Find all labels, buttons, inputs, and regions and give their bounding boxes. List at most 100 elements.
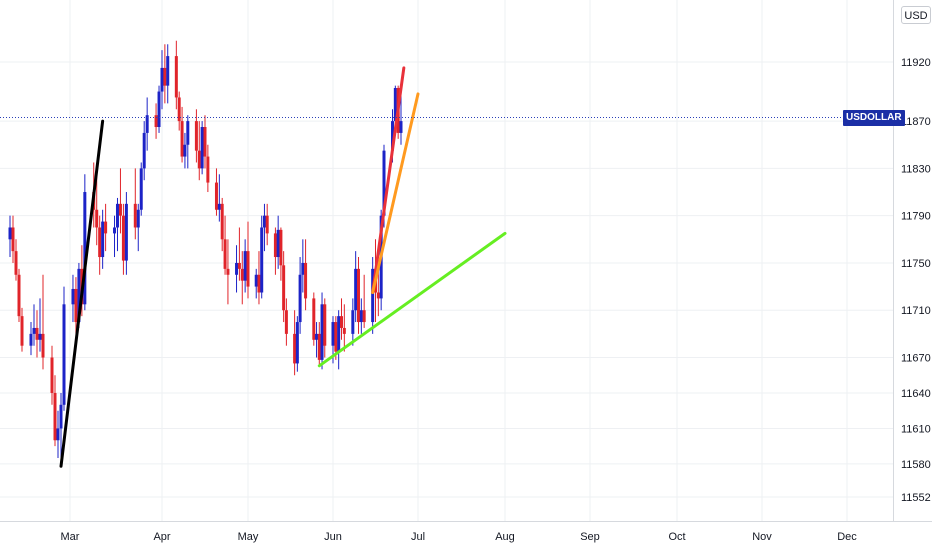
price-axis-label: 11870 [901, 116, 931, 128]
candle [203, 115, 207, 169]
trend-line-black[interactable] [59, 119, 105, 468]
candle [273, 227, 277, 275]
candle [8, 215, 12, 258]
candle-body [312, 298, 316, 340]
candle [240, 251, 244, 305]
candle-body [50, 357, 54, 393]
candle [279, 227, 283, 281]
candle [312, 292, 316, 346]
candle-body [315, 333, 319, 340]
price-axis-label: 11830 [901, 163, 931, 175]
trend-line-green[interactable] [317, 231, 507, 368]
candle [41, 274, 45, 370]
candle [304, 239, 308, 311]
currency-badge[interactable]: USD [901, 6, 931, 24]
candle [186, 115, 190, 169]
candle-body [157, 91, 161, 128]
candle [163, 44, 167, 104]
candle-body [197, 150, 201, 169]
candle [121, 203, 125, 275]
trend-line-orange[interactable] [371, 92, 420, 295]
candle-body [133, 203, 137, 228]
time-axis[interactable]: Mar Apr May Jun Jul Aug Sep Oct Nov Dec [61, 531, 858, 543]
candle-body [240, 268, 244, 281]
candle-body [174, 56, 178, 98]
candle [223, 215, 227, 275]
candle [136, 203, 140, 252]
candle-body [113, 227, 117, 234]
candle-body [180, 121, 184, 157]
candle-body [265, 215, 269, 234]
candle [118, 168, 122, 234]
candle [177, 91, 181, 131]
price-axis[interactable]: 11920 11870 11830 11790 11750 11710 11670 11640… [901, 57, 931, 504]
candle-body [260, 227, 264, 293]
candle [17, 268, 21, 323]
candle [59, 392, 63, 464]
candle-body [246, 251, 250, 287]
candle-body [62, 304, 66, 405]
candle [20, 307, 24, 352]
candle-body [142, 132, 146, 169]
candle [282, 251, 286, 323]
candle [197, 121, 201, 181]
candle [154, 103, 158, 139]
candle [32, 304, 36, 346]
candle-body [160, 67, 164, 92]
price-axis-label: 11710 [901, 305, 931, 317]
candle-body [273, 233, 277, 258]
candle-body [362, 310, 366, 323]
candle [124, 192, 128, 275]
candle [342, 304, 346, 352]
candle-body [304, 262, 308, 299]
candle-body [317, 333, 321, 360]
candle [399, 91, 403, 145]
candle-body [376, 292, 380, 299]
candle-body [223, 239, 227, 269]
time-axis-label: Dec [837, 531, 857, 543]
trend-line-red[interactable] [371, 66, 406, 295]
candle [337, 310, 341, 370]
candle [180, 106, 184, 163]
candle-body [200, 127, 204, 169]
candle-body [29, 333, 33, 346]
candle-body [17, 274, 21, 317]
candle-body [145, 115, 149, 133]
candle [262, 203, 266, 252]
candle [200, 121, 204, 175]
price-axis-label: 11790 [901, 211, 931, 223]
candle [371, 257, 375, 334]
candle [166, 44, 170, 104]
candle [98, 215, 102, 275]
candle [226, 239, 230, 305]
candle-body [331, 322, 335, 346]
candle [206, 144, 210, 193]
candle [293, 310, 297, 376]
candle [276, 215, 280, 269]
candle-body [293, 333, 297, 364]
candle-body [56, 428, 60, 441]
candle [351, 298, 355, 346]
candle-body [71, 288, 75, 305]
candle [35, 310, 39, 358]
candle [362, 274, 366, 328]
candle-body [118, 203, 122, 216]
candle [157, 85, 161, 133]
candle-body [104, 221, 108, 234]
candle-body [83, 192, 87, 305]
candle [142, 121, 146, 181]
candle-body [206, 156, 210, 183]
candle [323, 298, 327, 358]
candle-body [220, 203, 224, 240]
candle [220, 197, 224, 252]
candle [115, 197, 119, 252]
candle-body [235, 262, 239, 275]
candle-body [77, 268, 81, 323]
candle [317, 322, 321, 367]
price-axis-label: 11920 [901, 57, 931, 69]
candle [56, 410, 60, 458]
candle-body [121, 215, 125, 261]
candle-body [183, 144, 187, 157]
